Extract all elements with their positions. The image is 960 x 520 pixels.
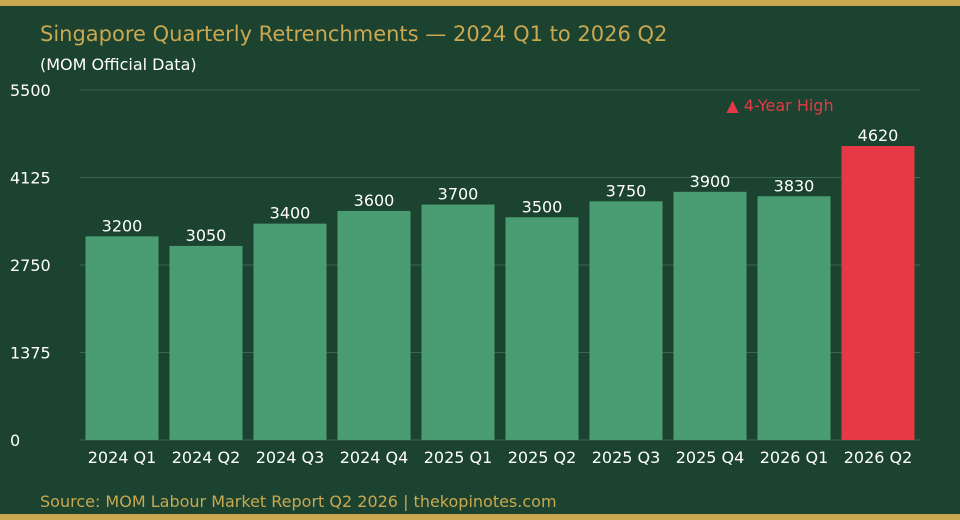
y-axis: 0 1375 2750 4125 5500 (10, 81, 51, 450)
category-label: 2025 Q3 (592, 448, 661, 467)
y-tick-label: 4125 (10, 169, 51, 188)
category-label: 2026 Q1 (760, 448, 829, 467)
category-label: 2024 Q2 (172, 448, 241, 467)
y-tick-label: 2750 (10, 256, 51, 275)
bar (85, 236, 159, 440)
bars (85, 146, 915, 440)
y-tick-label: 1375 (10, 344, 51, 363)
y-tick-label: 5500 (10, 81, 51, 100)
value-label: 3750 (606, 181, 647, 200)
bar (673, 191, 747, 440)
category-label: 2024 Q1 (88, 448, 157, 467)
y-tick-label: 0 (10, 431, 20, 450)
bottom-border (0, 514, 960, 520)
chart-subtitle: (MOM Official Data) (40, 55, 197, 74)
bar (421, 204, 495, 440)
value-label: 4620 (858, 126, 899, 145)
source-footer: Source: MOM Labour Market Report Q2 2026… (40, 492, 557, 511)
category-label: 2024 Q4 (340, 448, 409, 467)
bar-highlight (841, 146, 915, 440)
top-border (0, 0, 960, 6)
annotation-4-year-high: ▲ 4-Year High (726, 96, 833, 115)
category-label: 2024 Q3 (256, 448, 325, 467)
x-axis: 2024 Q1 2024 Q2 2024 Q3 2024 Q4 2025 Q1 2025 … (88, 448, 913, 467)
value-label: 3830 (774, 176, 815, 195)
value-label: 3200 (102, 216, 143, 235)
category-label: 2025 Q4 (676, 448, 745, 467)
value-label: 3050 (186, 226, 227, 245)
bar (589, 201, 663, 440)
value-label: 3900 (690, 172, 731, 191)
bar (757, 196, 831, 440)
category-label: 2025 Q1 (424, 448, 493, 467)
bar (337, 210, 411, 440)
category-label: 2025 Q2 (508, 448, 577, 467)
bar (253, 223, 327, 440)
chart-title: Singapore Quarterly Retrenchments — 2024… (40, 22, 668, 46)
category-label: 2026 Q2 (844, 448, 913, 467)
value-label: 3700 (438, 185, 479, 204)
value-label: 3400 (270, 204, 311, 223)
bar (505, 217, 579, 440)
value-label: 3600 (354, 191, 395, 210)
value-labels: 3200 3050 3400 3600 3700 3500 3750 3900 3830 4620 (102, 126, 899, 245)
value-label: 3500 (522, 197, 563, 216)
bar (169, 245, 243, 440)
